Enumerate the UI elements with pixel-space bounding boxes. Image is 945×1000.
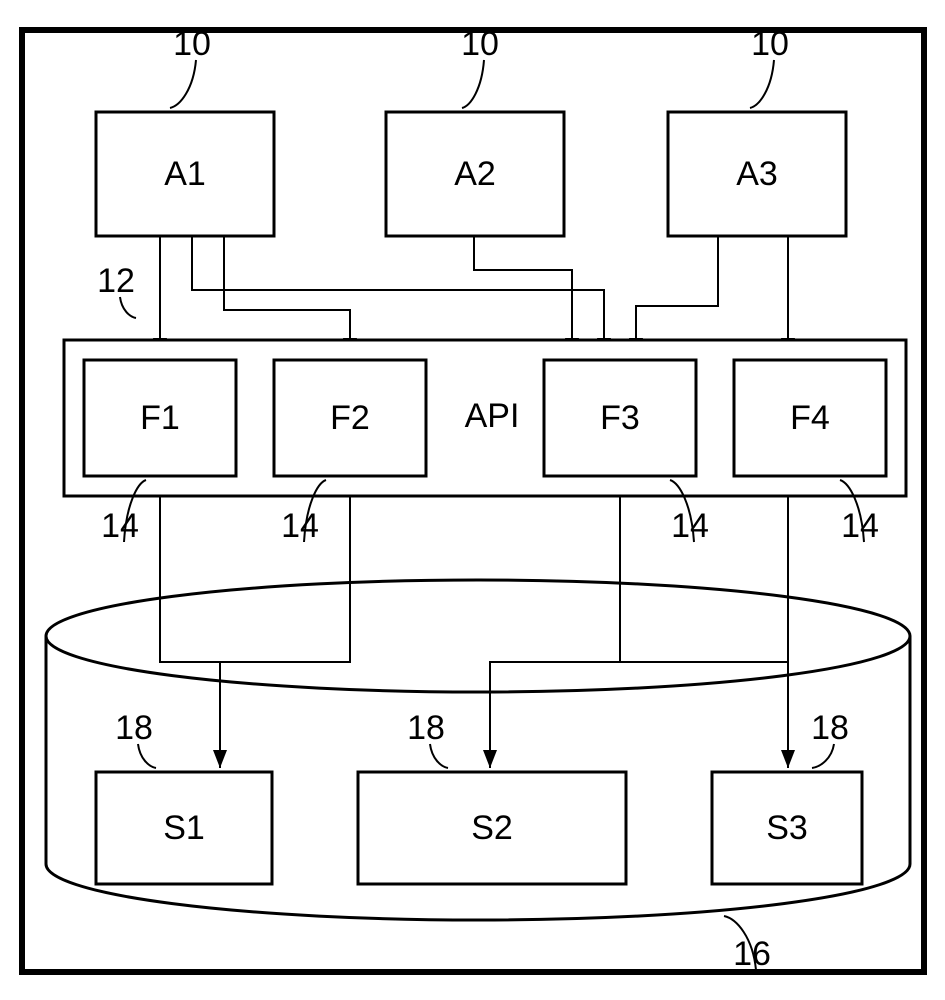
ref-10: 10 [751, 25, 789, 63]
ref-18: 18 [407, 709, 445, 747]
box-label-F4: F4 [790, 399, 830, 437]
ref-14: 14 [671, 507, 709, 545]
box-label-S2: S2 [471, 809, 513, 847]
box-label-S1: S1 [163, 809, 205, 847]
ref-14: 14 [281, 507, 319, 545]
ref-18: 18 [811, 709, 849, 747]
ref-18: 18 [115, 709, 153, 747]
box-label-A2: A2 [454, 155, 496, 193]
api-label: API [465, 397, 520, 435]
ref-10: 10 [173, 25, 211, 63]
ref-16: 16 [733, 935, 771, 973]
box-label-A3: A3 [736, 155, 778, 193]
ref-14: 14 [841, 507, 879, 545]
ref-12: 12 [97, 262, 135, 300]
ref-10: 10 [461, 25, 499, 63]
ref-14: 14 [101, 507, 139, 545]
box-label-F3: F3 [600, 399, 640, 437]
box-label-S3: S3 [766, 809, 808, 847]
box-label-F1: F1 [140, 399, 180, 437]
architecture-diagram: A1 A2 A3 F1 F2 F3 F4 S1 S2 S3 API 10 10 10 12 14 14 14 14 1… [0, 0, 945, 1000]
box-label-A1: A1 [164, 155, 206, 193]
box-label-F2: F2 [330, 399, 370, 437]
